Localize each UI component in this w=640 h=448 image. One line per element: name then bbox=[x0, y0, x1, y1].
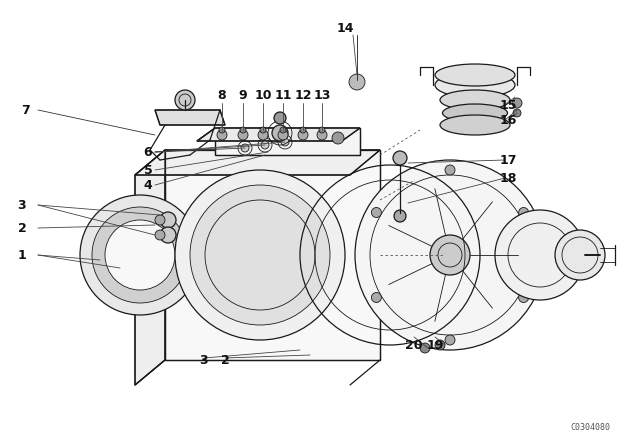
Circle shape bbox=[260, 127, 266, 133]
Ellipse shape bbox=[442, 104, 508, 122]
Circle shape bbox=[495, 210, 585, 300]
Circle shape bbox=[319, 127, 325, 133]
Text: 15: 15 bbox=[499, 99, 516, 112]
Circle shape bbox=[258, 130, 268, 140]
Polygon shape bbox=[215, 128, 360, 155]
Text: 13: 13 bbox=[314, 89, 331, 102]
Circle shape bbox=[240, 127, 246, 133]
Text: 2: 2 bbox=[18, 221, 26, 234]
Circle shape bbox=[420, 343, 430, 353]
Text: 16: 16 bbox=[499, 113, 516, 126]
Polygon shape bbox=[135, 150, 165, 385]
Circle shape bbox=[105, 220, 175, 290]
Text: 8: 8 bbox=[218, 89, 227, 102]
Ellipse shape bbox=[435, 64, 515, 86]
Text: 3: 3 bbox=[200, 353, 208, 366]
Circle shape bbox=[300, 127, 306, 133]
Ellipse shape bbox=[440, 115, 510, 135]
Ellipse shape bbox=[435, 73, 515, 98]
Circle shape bbox=[555, 230, 605, 280]
Text: 11: 11 bbox=[275, 89, 292, 102]
Circle shape bbox=[371, 207, 381, 217]
Circle shape bbox=[219, 127, 225, 133]
Polygon shape bbox=[155, 110, 225, 125]
Text: 7: 7 bbox=[22, 103, 30, 116]
Text: 14: 14 bbox=[336, 22, 354, 34]
Text: 2: 2 bbox=[221, 353, 229, 366]
Circle shape bbox=[217, 130, 227, 140]
Text: 4: 4 bbox=[143, 178, 152, 191]
Text: 10: 10 bbox=[254, 89, 272, 102]
Text: 19: 19 bbox=[426, 339, 444, 352]
Text: 17: 17 bbox=[499, 154, 516, 167]
Circle shape bbox=[512, 98, 522, 108]
Circle shape bbox=[261, 141, 269, 149]
Circle shape bbox=[332, 132, 344, 144]
Circle shape bbox=[394, 210, 406, 222]
Circle shape bbox=[155, 230, 165, 240]
Circle shape bbox=[190, 185, 330, 325]
Circle shape bbox=[430, 235, 470, 275]
Polygon shape bbox=[165, 150, 380, 360]
Circle shape bbox=[278, 130, 288, 140]
Circle shape bbox=[155, 215, 165, 225]
Circle shape bbox=[92, 207, 188, 303]
Circle shape bbox=[175, 90, 195, 110]
Circle shape bbox=[241, 144, 249, 152]
Circle shape bbox=[518, 293, 529, 302]
Circle shape bbox=[238, 130, 248, 140]
Text: C0304080: C0304080 bbox=[570, 423, 610, 432]
Text: 20: 20 bbox=[405, 339, 423, 352]
Text: 12: 12 bbox=[294, 89, 312, 102]
Circle shape bbox=[160, 227, 176, 243]
Circle shape bbox=[349, 74, 365, 90]
Circle shape bbox=[445, 335, 455, 345]
Polygon shape bbox=[197, 128, 360, 141]
Circle shape bbox=[298, 130, 308, 140]
Text: 3: 3 bbox=[18, 198, 26, 211]
Circle shape bbox=[274, 112, 286, 124]
Polygon shape bbox=[135, 150, 380, 175]
Circle shape bbox=[518, 207, 529, 217]
Circle shape bbox=[355, 160, 545, 350]
Circle shape bbox=[435, 340, 445, 350]
Text: 6: 6 bbox=[144, 146, 152, 159]
Circle shape bbox=[175, 170, 345, 340]
Text: 5: 5 bbox=[143, 164, 152, 177]
Circle shape bbox=[513, 109, 521, 117]
Text: 18: 18 bbox=[499, 172, 516, 185]
Text: 1: 1 bbox=[18, 249, 26, 262]
Circle shape bbox=[317, 130, 327, 140]
Circle shape bbox=[80, 195, 200, 315]
Circle shape bbox=[160, 212, 176, 228]
Circle shape bbox=[371, 293, 381, 302]
Circle shape bbox=[393, 151, 407, 165]
Circle shape bbox=[281, 138, 289, 146]
Circle shape bbox=[445, 165, 455, 175]
Ellipse shape bbox=[440, 90, 510, 110]
Text: 9: 9 bbox=[239, 89, 247, 102]
Circle shape bbox=[280, 127, 286, 133]
Circle shape bbox=[272, 125, 288, 141]
